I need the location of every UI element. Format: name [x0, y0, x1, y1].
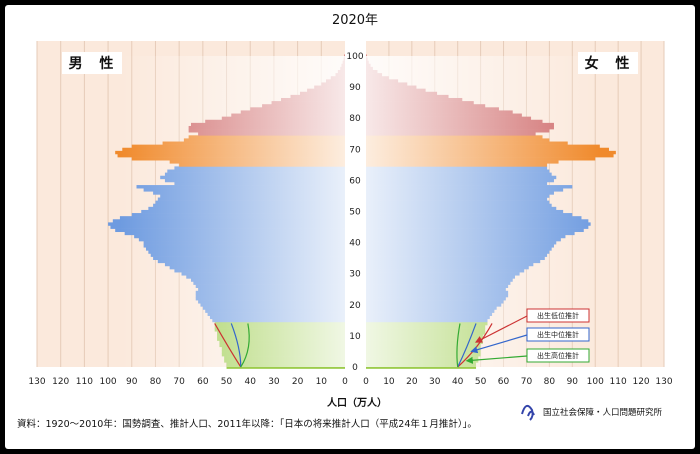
legend-item-label: 出生中位推計 — [537, 330, 579, 339]
male-tick-label: 110 — [76, 377, 93, 387]
female-tick-label: 60 — [498, 377, 510, 387]
age-axis-band — [345, 41, 366, 367]
female-tick-label: 0 — [363, 377, 369, 387]
x-axis-title: 人口（万人） — [327, 396, 387, 409]
male-tick-label: 10 — [316, 377, 328, 387]
male-bar — [226, 365, 345, 369]
female-projection-curve — [456, 323, 461, 368]
male-projection-curve — [240, 323, 250, 368]
female-tick-label: 100 — [587, 377, 604, 387]
female-tick-label: 110 — [610, 377, 627, 387]
age-tick-label: 10 — [349, 332, 361, 342]
legend-arrow — [470, 334, 528, 354]
male-tick-label: 0 — [342, 377, 348, 387]
legend-item-box — [526, 308, 590, 323]
institution-name: 国立社会保障・人口問題研究所 — [543, 407, 663, 418]
male-tick-label: 90 — [126, 377, 138, 387]
male-tick-label: 50 — [221, 377, 233, 387]
male-label-box — [62, 52, 122, 74]
institution-logo — [521, 404, 535, 421]
female-tick-label: 90 — [567, 377, 579, 387]
legend-arrow — [474, 315, 528, 343]
male-tick-label: 60 — [197, 377, 209, 387]
male-tick-label: 20 — [292, 377, 304, 387]
chart-title: 2020年 — [332, 13, 378, 28]
female-projection-curve — [457, 323, 477, 368]
age-axis-ticks: 0 10 20 30 40 50 60 70 80 90 100 — [346, 52, 363, 373]
female-label: 女 性 — [585, 55, 636, 72]
female-tick-label: 120 — [632, 377, 649, 387]
age-tick-label: 30 — [349, 270, 361, 280]
age-tick-label: 100 — [346, 52, 363, 62]
male-tick-label: 120 — [52, 377, 69, 387]
institution-logo-icon — [521, 404, 535, 421]
female-tick-label: 40 — [452, 377, 464, 387]
age-tick-label: 20 — [349, 301, 361, 311]
male-tick-label: 130 — [28, 377, 45, 387]
male-label: 男 性 — [69, 55, 120, 72]
legend-item-label: 出生低位推計 — [537, 311, 579, 320]
male-tick-label: 70 — [173, 377, 185, 387]
female-tick-label: 80 — [544, 377, 556, 387]
age-tick-label: 90 — [349, 83, 361, 93]
male-tick-label: 100 — [99, 377, 116, 387]
male-axis-ticks: 130 120 110 100 90 80 70 60 50 40 30 20 10 0 — [28, 377, 348, 387]
legend-item-label: 出生高位推計 — [537, 351, 579, 360]
legend-item-box — [526, 327, 590, 342]
age-tick-label: 60 — [349, 176, 361, 186]
age-tick-label: 40 — [349, 239, 361, 249]
female-tick-label: 70 — [521, 377, 533, 387]
age-tick-label: 0 — [352, 363, 358, 373]
male-tick-label: 40 — [245, 377, 257, 387]
female-tick-label: 50 — [475, 377, 487, 387]
female-tick-label: 130 — [655, 377, 672, 387]
male-projection-curve — [230, 323, 242, 368]
source-note: 資料：1920～2010年：国勢調査、推計人口、2011年以降：「日本の将来推計… — [17, 418, 477, 430]
female-tick-label: 10 — [383, 377, 395, 387]
legend-arrow — [465, 355, 528, 364]
female-tick-label: 20 — [406, 377, 418, 387]
legend-item-box — [526, 348, 590, 363]
female-bar — [366, 365, 477, 369]
male-projection-curve — [214, 323, 242, 368]
age-tick-label: 80 — [349, 114, 361, 124]
male-tick-label: 80 — [150, 377, 162, 387]
male-tick-label: 30 — [268, 377, 280, 387]
male-glow — [120, 56, 345, 367]
female-axis-ticks: 0 10 20 30 40 50 60 70 80 90 100 110 120 130 — [363, 377, 673, 387]
age-tick-label: 70 — [349, 145, 361, 155]
age-tick-label: 50 — [349, 208, 361, 218]
female-label-box — [578, 52, 638, 74]
female-tick-label: 30 — [429, 377, 441, 387]
